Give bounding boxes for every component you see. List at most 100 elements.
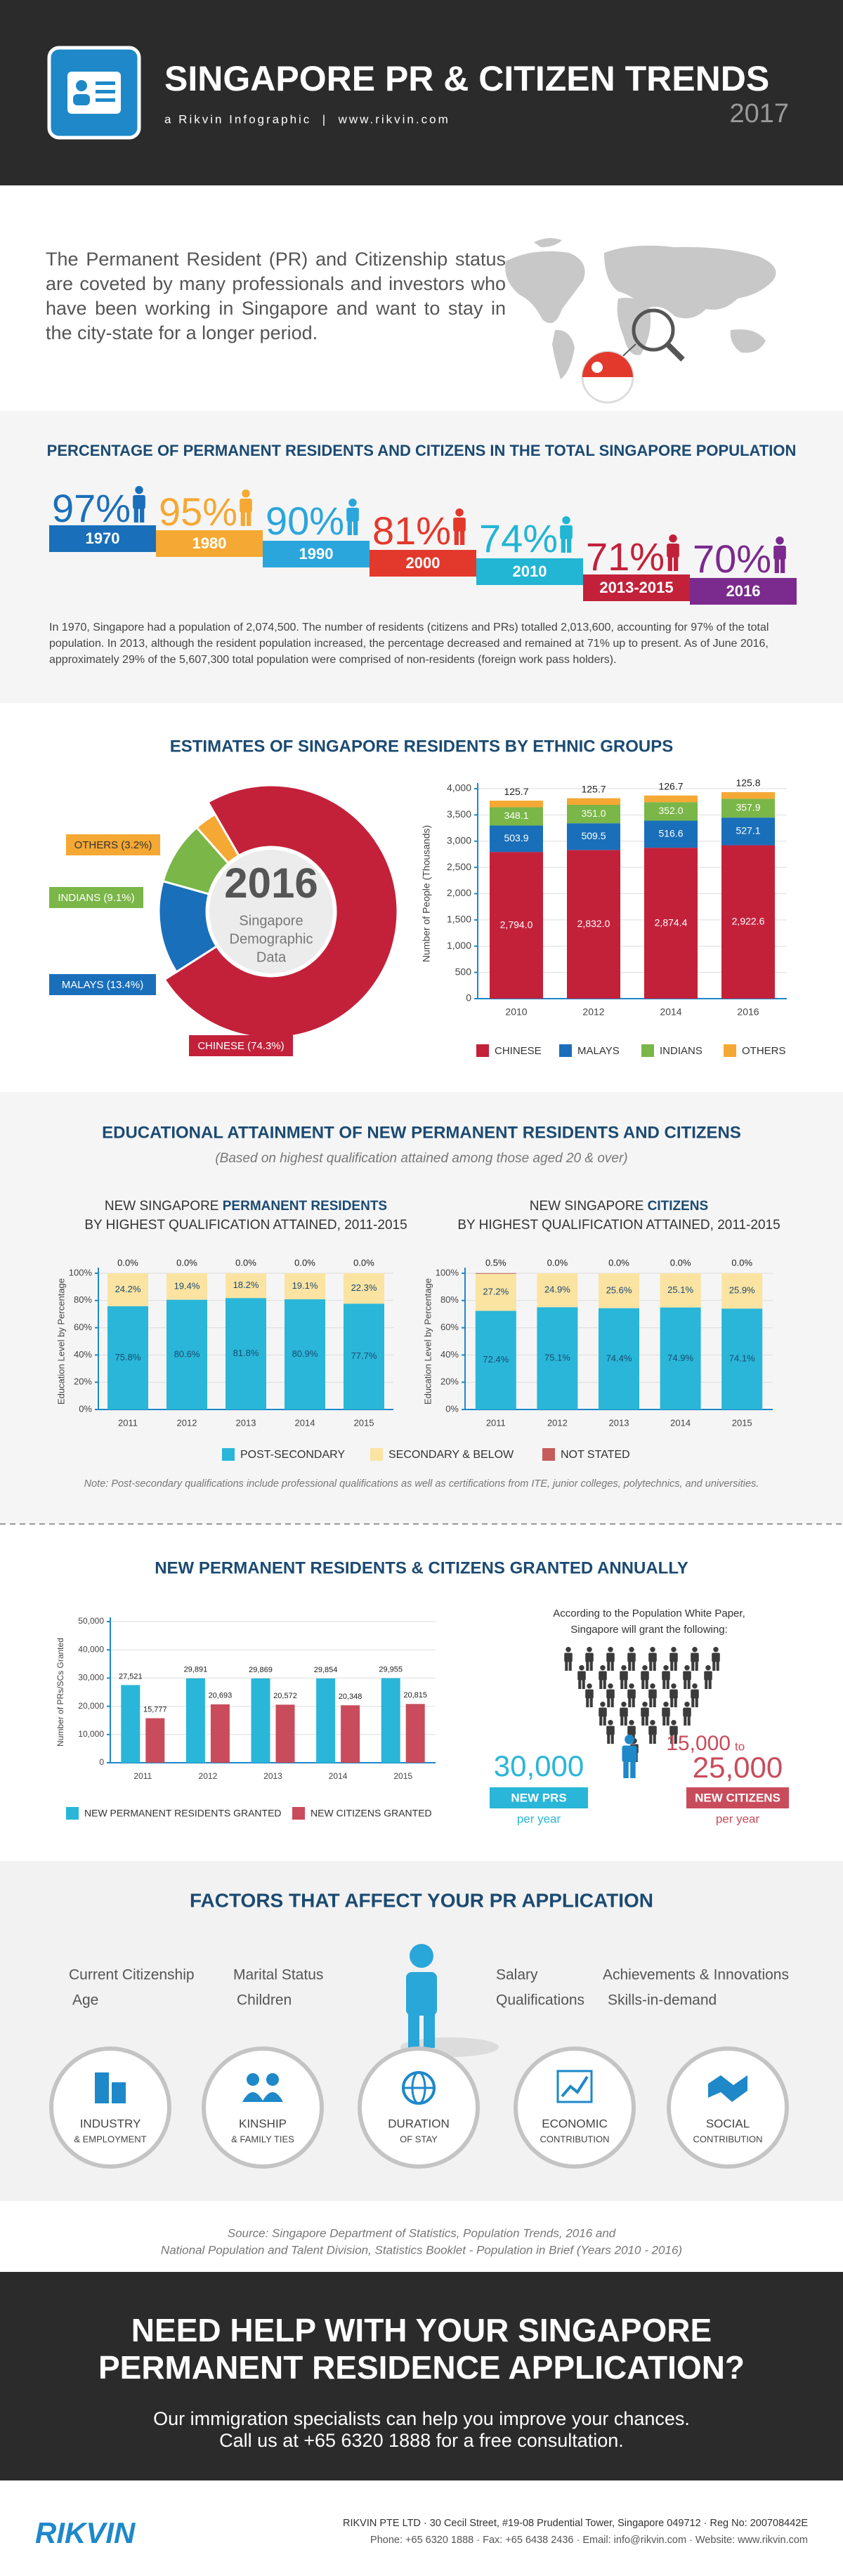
legend-label: INDIANS: [660, 1045, 702, 1057]
footer-logo: RIKVIN: [35, 2516, 136, 2549]
person-body: [133, 495, 145, 509]
slice-label: MALAYS (13.4%): [62, 979, 143, 991]
person-body: [627, 1652, 636, 1662]
person-leg: [567, 538, 572, 553]
person-leg: [623, 1761, 629, 1778]
citizens-label: NEW CITIZENS: [695, 1791, 780, 1804]
intro-text: The Permanent Resident (PR) and Citizens…: [46, 249, 506, 343]
person-leg: [630, 1761, 636, 1778]
bar-segment: [344, 1303, 384, 1409]
slice-label-box: [66, 834, 160, 855]
population-note: In 1970, Singapore had a population of 2…: [49, 622, 769, 666]
y-tick-label: 1,000: [447, 940, 471, 951]
bar-segment: [166, 1273, 207, 1300]
value-label: 24.2%: [115, 1284, 141, 1294]
x-tick-label: 2010: [505, 1006, 527, 1018]
person-body: [240, 499, 252, 513]
bar: [121, 1685, 140, 1763]
bar-segment: [344, 1273, 384, 1304]
person-body: [599, 1671, 607, 1681]
crowd-person: [691, 1647, 699, 1671]
person-head: [671, 1683, 677, 1689]
value-label: 80.6%: [174, 1348, 200, 1359]
value-label: 125.7: [581, 783, 606, 794]
person-body: [585, 1689, 594, 1699]
value-label: 527.1: [736, 825, 760, 836]
bar-segment: [721, 1273, 763, 1309]
person-icon: [667, 534, 679, 571]
person-leg: [347, 520, 352, 535]
value-label: 20,348: [339, 1693, 362, 1701]
factor-sublabel: CONTRIBUTION: [540, 2134, 610, 2144]
citizens-to-word: to: [735, 1740, 745, 1753]
crowd-person: [620, 1665, 628, 1689]
donut-slice: [163, 784, 399, 1039]
person-body: [704, 1671, 712, 1681]
person-leg: [645, 1716, 648, 1726]
crowd-person: [683, 1665, 691, 1689]
bar-segment: [285, 1273, 325, 1300]
pr-box: [490, 1787, 588, 1808]
person-head: [348, 499, 357, 507]
person-leg: [586, 1697, 589, 1707]
chart-title: NEW SINGAPORE PERMANENT RESIDENTS: [105, 1199, 387, 1214]
legend-swatch: [66, 1807, 79, 1820]
bar-segment: [644, 802, 698, 821]
person-leg: [628, 1661, 632, 1671]
value-label: 357.9: [736, 801, 760, 813]
crowd-person: [669, 1683, 678, 1707]
person-leg: [610, 1734, 614, 1744]
bar-segment: [490, 852, 543, 999]
chart-title-line2: BY HIGHEST QUALIFICATION ATTAINED, 2011-…: [84, 1218, 407, 1233]
person-leg: [666, 1716, 669, 1726]
person-leg: [674, 1661, 677, 1671]
person-head: [562, 516, 570, 525]
bar-segment: [599, 1308, 639, 1409]
section-title: EDUCATIONAL ATTAINMENT OF NEW PERMANENT …: [102, 1123, 741, 1142]
y-tick-label: 100%: [69, 1267, 93, 1277]
person-leg: [607, 1661, 610, 1671]
crowd-person: [606, 1647, 615, 1671]
bar-segment: [537, 1307, 578, 1409]
person-head: [650, 1720, 655, 1726]
y-tick-label: 1,500: [447, 914, 471, 925]
slice-label-box: [189, 1035, 293, 1056]
bar-segment: [644, 848, 698, 999]
value-label: 29,854: [314, 1666, 338, 1674]
citizens-period: per year: [716, 1812, 760, 1825]
person-head: [629, 1647, 634, 1652]
person-body: [641, 1707, 649, 1717]
pr-amount: 30,000: [494, 1749, 584, 1782]
person-leg: [695, 1661, 698, 1671]
person-body: [622, 1745, 637, 1763]
footer-line: Phone: +65 6320 1888 · Fax: +65 6438 243…: [370, 2535, 808, 2546]
factor-text: Children: [237, 1992, 292, 2009]
person-leg: [670, 1661, 674, 1671]
person-icon: [453, 508, 466, 545]
share-value: 74%: [479, 516, 558, 560]
person-head: [663, 1702, 669, 1707]
bar-segment: [567, 804, 620, 824]
value-label: 0.0%: [731, 1257, 752, 1268]
icon: [262, 2092, 283, 2102]
person-leg: [561, 538, 566, 553]
section-title: FACTORS THAT AFFECT YOUR PR APPLICATION: [190, 1889, 653, 1911]
value-label: 25.6%: [606, 1284, 632, 1295]
chart-title-emphasis: PERMANENT RESIDENTS: [223, 1199, 387, 1214]
person-body: [564, 1652, 573, 1662]
period-label: 1980: [192, 534, 227, 552]
factor-sublabel: & FAMILY TIES: [231, 2134, 294, 2144]
value-label: 19.1%: [292, 1280, 318, 1291]
person-head: [242, 489, 250, 498]
crowd-person: [641, 1665, 649, 1689]
value-label: 126.7: [658, 780, 683, 791]
person-body: [620, 1671, 628, 1681]
legend-label: OTHERS: [742, 1045, 786, 1057]
crowd-person: [704, 1665, 712, 1689]
share-value: 70%: [693, 537, 771, 581]
value-label: 18.2%: [233, 1280, 259, 1290]
factor-text: Skills-in-demand: [608, 1992, 717, 2009]
person-body: [627, 1689, 636, 1699]
donut-slice: [195, 813, 241, 865]
person-head: [776, 537, 784, 545]
